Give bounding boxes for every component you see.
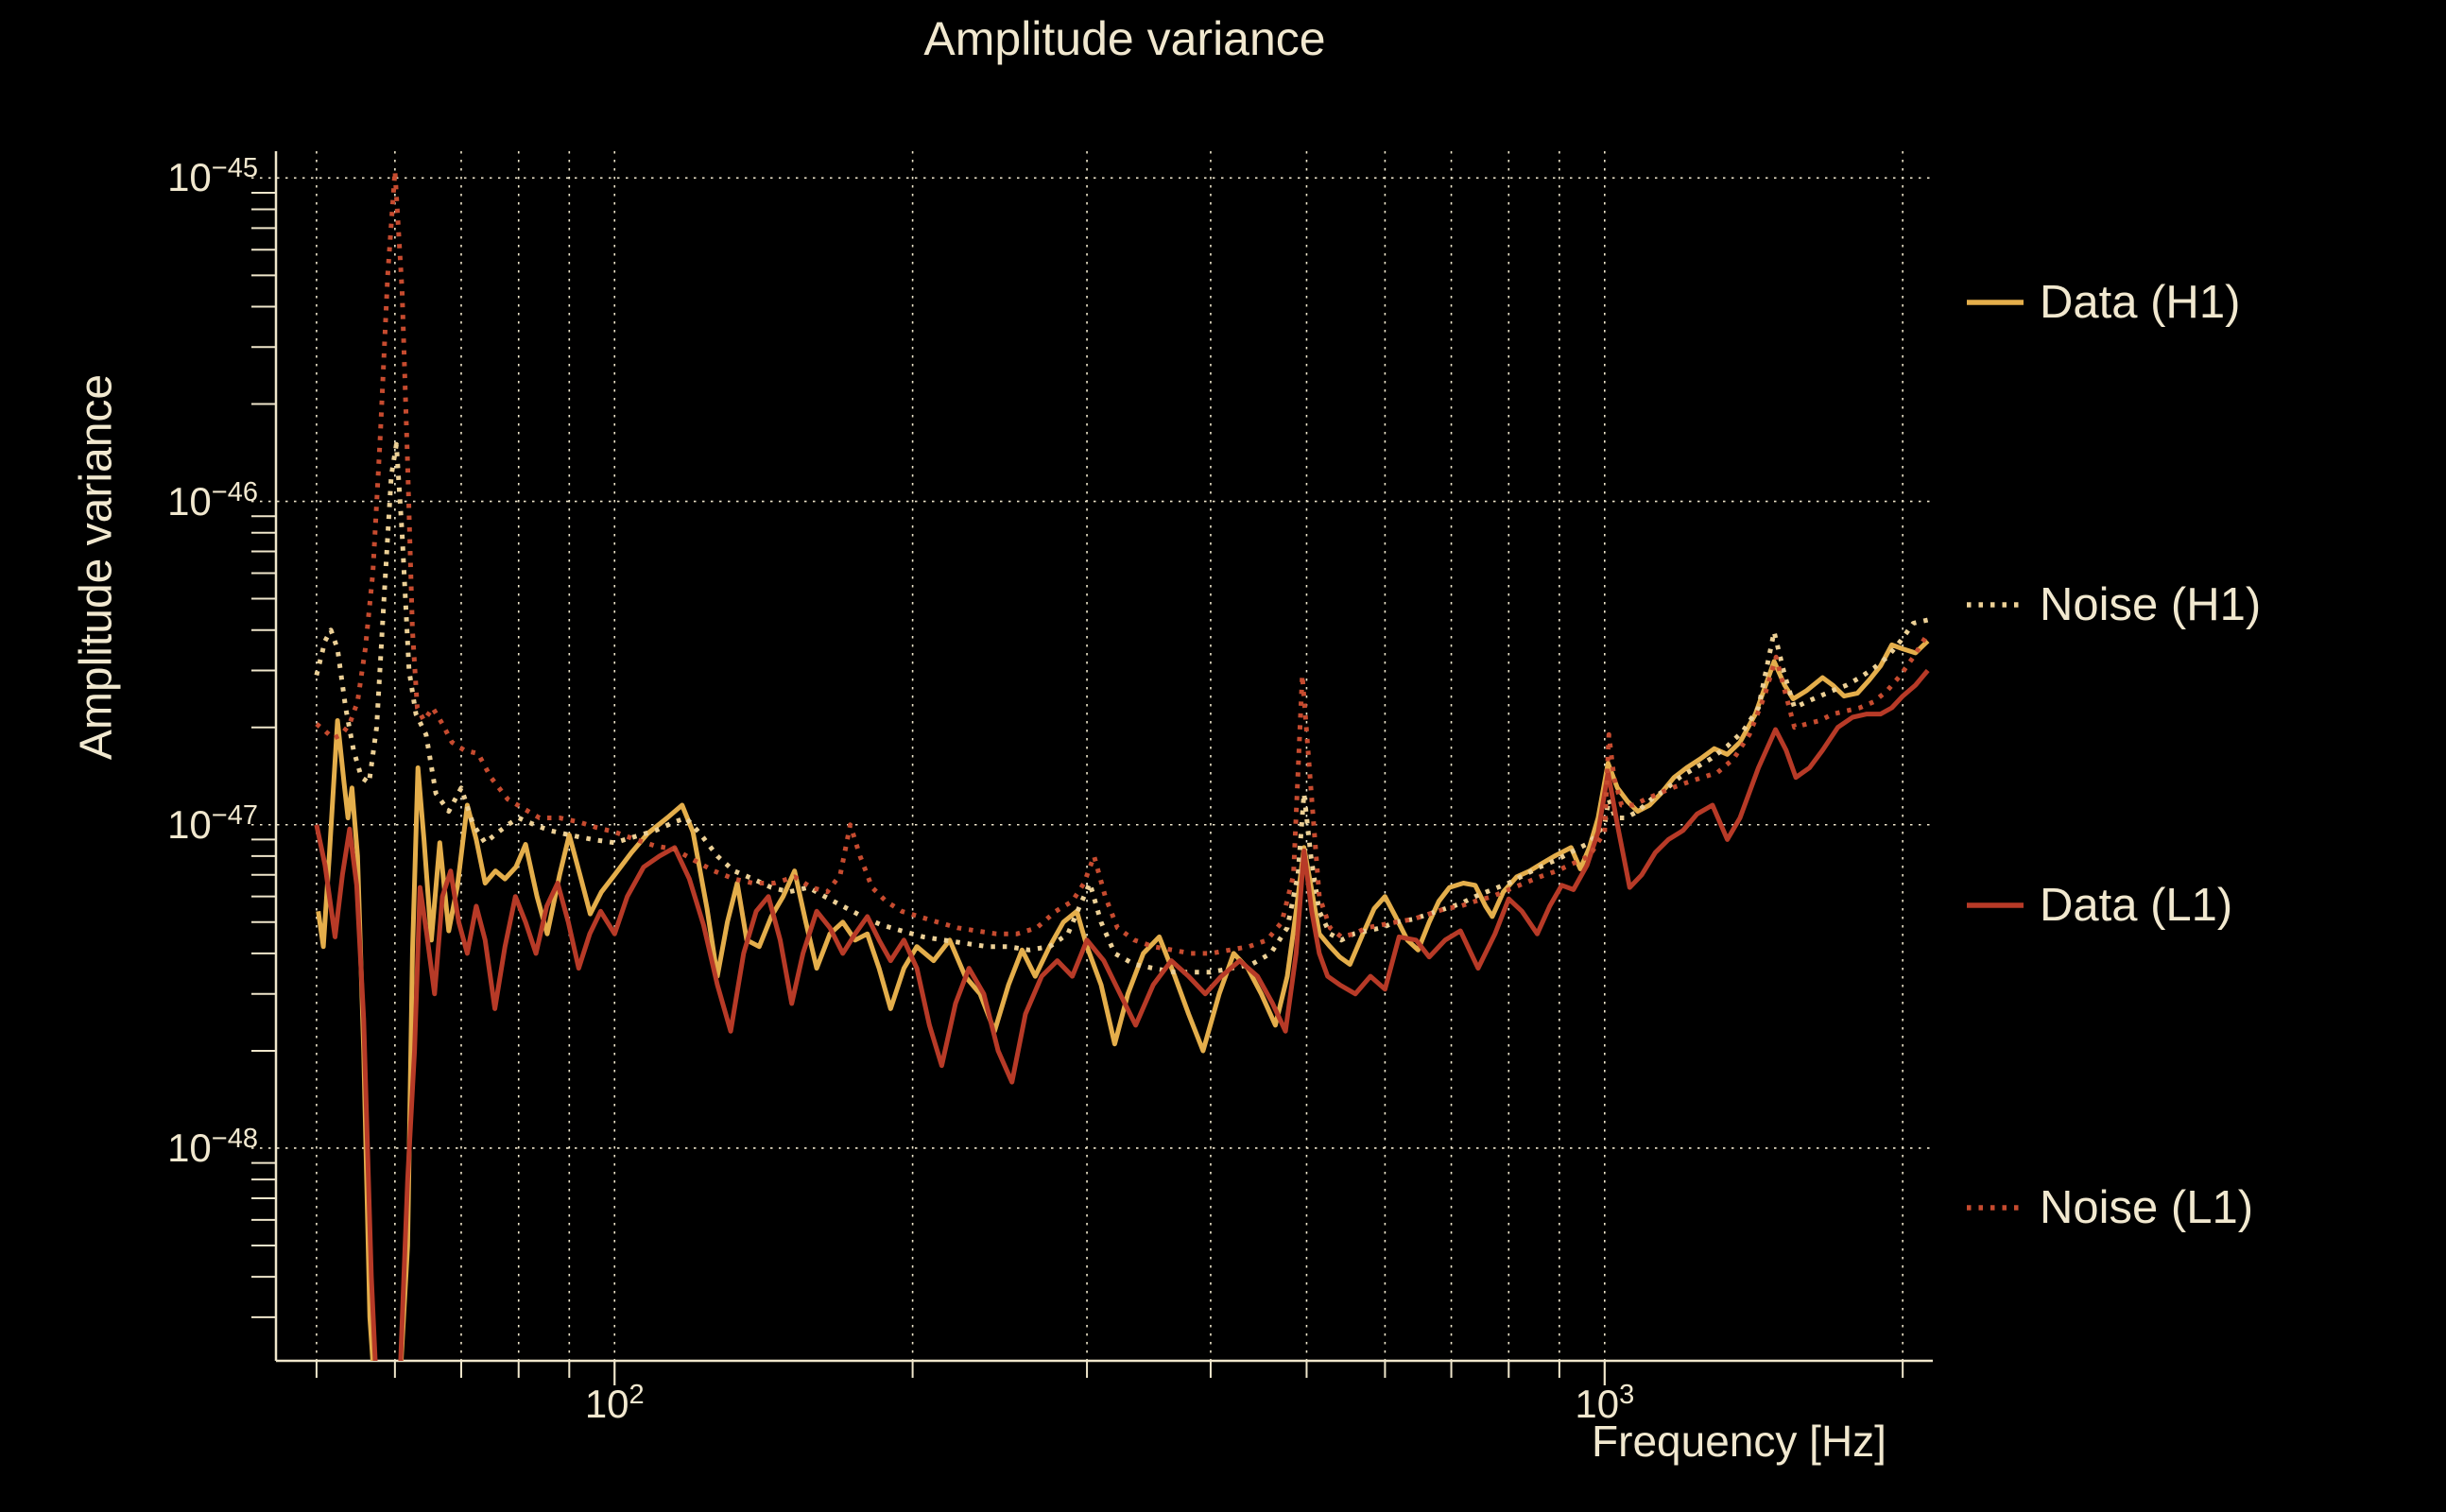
series-line-data-l1- — [314, 668, 1930, 1361]
y-tick-exponent: −48 — [211, 1123, 258, 1154]
y-tick-base: 10 — [167, 801, 212, 847]
legend-label: Data (H1) — [2040, 277, 2241, 328]
legend-item-data-l1-: Data (L1) — [1966, 871, 2232, 939]
series-line-noise-l1- — [315, 168, 1930, 956]
legend-label: Data (L1) — [2040, 880, 2233, 931]
y-tick-exponent: −46 — [211, 476, 258, 507]
x-axis-label: Frequency [Hz] — [1592, 1417, 1886, 1466]
legend-swatch-dotted-line-icon — [1967, 1205, 2024, 1211]
y-tick-exponent: −47 — [211, 799, 258, 831]
legend-label: Noise (L1) — [2040, 1182, 2254, 1233]
y-tick-label: 10−48 — [102, 1125, 258, 1168]
chart-title: Amplitude variance — [923, 12, 1326, 65]
legend-item-noise-l1-: Noise (L1) — [1966, 1174, 2253, 1242]
y-tick-label: 10−47 — [102, 799, 258, 847]
series-line-data-h1- — [316, 639, 1930, 1361]
x-tick-exponent: 2 — [629, 1380, 645, 1410]
legend-swatch-dotted-line-icon — [1967, 602, 2024, 608]
y-tick-label: 10−46 — [102, 476, 258, 524]
legend-item-data-h1-: Data (H1) — [1966, 268, 2240, 336]
y-tick-base: 10 — [167, 478, 212, 524]
legend-swatch-solid-line-icon — [1967, 902, 2024, 908]
legend-swatch-solid-line-icon — [1967, 300, 2024, 305]
x-tick-label: 102 — [585, 1382, 645, 1424]
x-tick-base: 10 — [584, 1382, 629, 1426]
y-tick-label: 10−45 — [102, 155, 258, 198]
y-tick-base: 10 — [167, 1125, 212, 1170]
y-tick-base: 10 — [167, 155, 212, 200]
y-tick-exponent: −45 — [211, 153, 258, 184]
series-line-noise-h1- — [314, 441, 1929, 975]
legend-label: Noise (H1) — [2040, 579, 2262, 630]
legend-item-noise-h1-: Noise (H1) — [1966, 571, 2261, 639]
x-tick-exponent: 3 — [1619, 1380, 1635, 1410]
x-tick-base: 10 — [1575, 1382, 1620, 1426]
x-tick-label: 103 — [1575, 1382, 1634, 1424]
